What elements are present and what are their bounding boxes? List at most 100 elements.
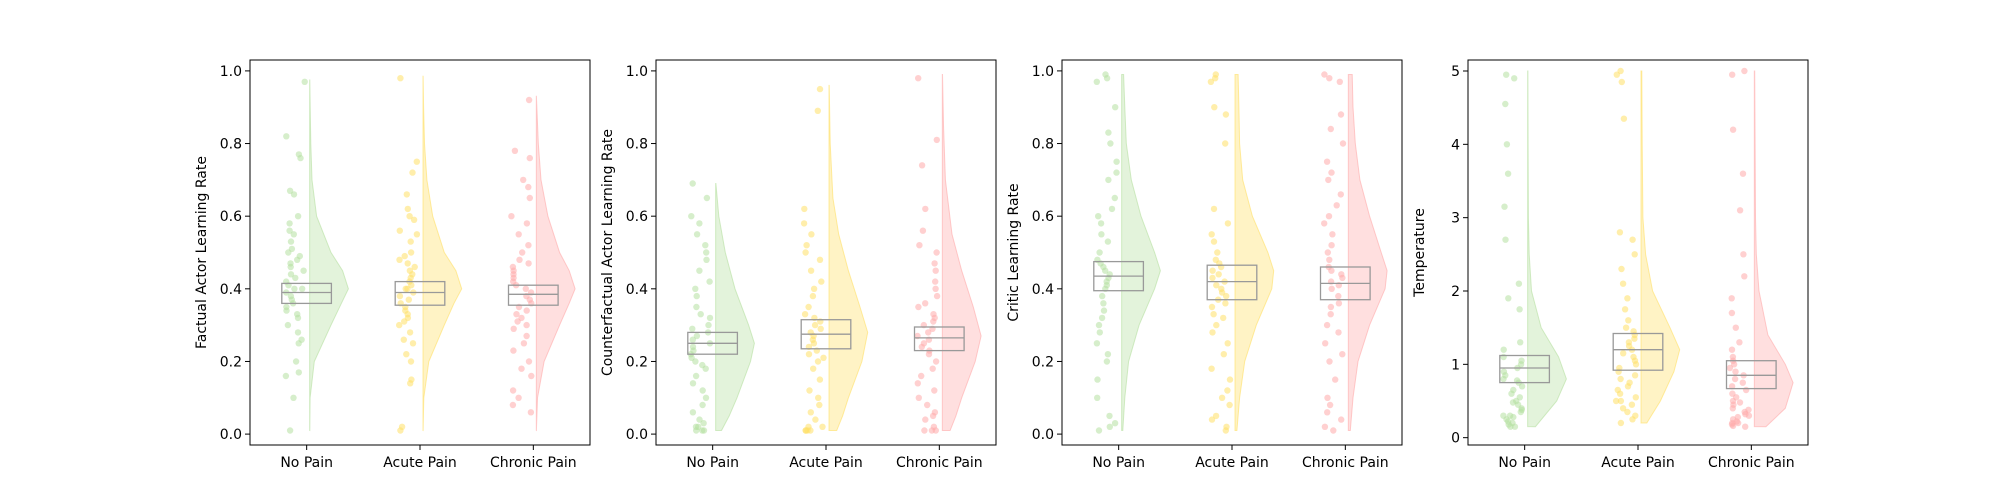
- point-acute-pain: [396, 256, 403, 263]
- violin-no-pain: [1121, 74, 1161, 432]
- point-no-pain: [282, 372, 290, 380]
- point-acute-pain: [403, 351, 410, 358]
- point-chronic-pain: [1321, 423, 1329, 430]
- point-chronic-pain: [1326, 256, 1333, 263]
- point-no-pain: [1500, 353, 1507, 361]
- point-acute-pain: [1625, 317, 1632, 324]
- point-chronic-pain: [1740, 251, 1747, 258]
- point-chronic-pain: [1339, 140, 1347, 147]
- point-chronic-pain: [915, 303, 922, 311]
- point-no-pain: [286, 427, 294, 434]
- point-chronic-pain: [1326, 358, 1333, 365]
- point-chronic-pain: [1732, 324, 1740, 331]
- point-chronic-pain: [933, 136, 940, 144]
- y-tick-label: 2: [1451, 284, 1460, 300]
- axes-frame: [1467, 59, 1809, 446]
- point-chronic-pain: [1728, 295, 1735, 302]
- point-no-pain: [1502, 100, 1509, 108]
- point-acute-pain: [1631, 372, 1639, 379]
- y-tick-label: 1: [1451, 357, 1460, 373]
- point-chronic-pain: [1325, 213, 1333, 220]
- point-no-pain: [696, 267, 703, 274]
- y-tick-label: 3: [1451, 211, 1460, 227]
- point-no-pain: [292, 358, 300, 365]
- point-no-pain: [294, 256, 301, 263]
- violin-acute-pain: [1234, 74, 1275, 432]
- point-no-pain: [1500, 346, 1507, 353]
- point-acute-pain: [397, 75, 404, 82]
- point-no-pain: [291, 285, 298, 292]
- point-acute-pain: [397, 427, 404, 434]
- point-chronic-pain: [509, 401, 517, 409]
- point-acute-pain: [805, 303, 812, 311]
- y-axis-label: Counterfactual Actor Learning Rate: [600, 129, 616, 376]
- point-no-pain: [1096, 329, 1104, 336]
- point-chronic-pain: [1339, 351, 1346, 358]
- point-acute-pain: [802, 249, 809, 256]
- panel-3: No Pain Acute Pain Chronic Pain 0.0 0.2 0.4 0.…: [1006, 59, 1403, 471]
- point-no-pain: [290, 231, 297, 238]
- point-acute-pain: [396, 321, 403, 329]
- point-chronic-pain: [1337, 111, 1345, 118]
- point-no-pain: [703, 256, 710, 263]
- point-no-pain: [700, 420, 707, 427]
- point-acute-pain: [820, 354, 827, 361]
- box-acute-pain: [394, 280, 446, 306]
- y-tick-label: 0.2: [626, 354, 648, 370]
- point-acute-pain: [1624, 295, 1631, 302]
- point-no-pain: [696, 416, 703, 423]
- point-chronic-pain: [525, 358, 533, 365]
- point-acute-pain: [1616, 390, 1624, 397]
- point-no-pain: [301, 78, 308, 86]
- point-no-pain: [1108, 205, 1116, 213]
- y-tick-label: 1.0: [1032, 64, 1054, 80]
- point-chronic-pain: [1328, 169, 1335, 176]
- y-tick-label: 0.6: [626, 209, 648, 225]
- y-axis-label: Temperature: [1412, 208, 1428, 298]
- point-acute-pain: [1218, 289, 1226, 296]
- point-acute-pain: [809, 292, 817, 300]
- violin-acute-pain: [828, 84, 869, 432]
- point-chronic-pain: [515, 231, 522, 238]
- point-acute-pain: [1209, 274, 1216, 282]
- point-acute-pain: [1624, 383, 1632, 390]
- point-acute-pain: [1631, 251, 1638, 258]
- point-no-pain: [692, 358, 699, 365]
- point-no-pain: [290, 394, 297, 401]
- x-tick-label: Acute Pain: [789, 455, 863, 471]
- point-no-pain: [702, 394, 710, 401]
- point-no-pain: [1094, 394, 1101, 401]
- point-chronic-pain: [523, 332, 530, 340]
- point-acute-pain: [1615, 368, 1622, 375]
- point-acute-pain: [1208, 416, 1216, 423]
- point-no-pain: [1103, 358, 1111, 365]
- y-tick-label: 0.4: [626, 282, 648, 298]
- y-tick-label: 0: [1451, 431, 1460, 447]
- point-acute-pain: [818, 278, 825, 285]
- point-no-pain: [703, 249, 710, 256]
- panel-1: No Pain Acute Pain Chronic Pain 0.0 0.2 0.4 0.…: [194, 59, 591, 471]
- point-no-pain: [693, 427, 700, 434]
- point-acute-pain: [801, 205, 808, 213]
- x-tick-label: Acute Pain: [1195, 455, 1269, 471]
- point-chronic-pain: [523, 321, 530, 329]
- point-no-pain: [1505, 295, 1512, 302]
- point-acute-pain: [1616, 229, 1624, 236]
- point-acute-pain: [400, 336, 407, 343]
- point-chronic-pain: [510, 325, 517, 332]
- point-chronic-pain: [1728, 383, 1736, 390]
- point-acute-pain: [1612, 397, 1620, 405]
- point-no-pain: [1093, 78, 1101, 86]
- point-chronic-pain: [528, 372, 535, 380]
- group-no-pain: [1093, 71, 1161, 434]
- y-tick-label: 4: [1451, 137, 1460, 153]
- point-acute-pain: [406, 329, 414, 336]
- point-acute-pain: [1222, 111, 1230, 118]
- point-no-pain: [1093, 340, 1101, 347]
- point-chronic-pain: [1736, 399, 1744, 406]
- point-chronic-pain: [1327, 303, 1335, 311]
- point-acute-pain: [1620, 350, 1627, 357]
- point-no-pain: [1503, 141, 1511, 148]
- point-acute-pain: [815, 394, 822, 401]
- point-chronic-pain: [929, 365, 936, 372]
